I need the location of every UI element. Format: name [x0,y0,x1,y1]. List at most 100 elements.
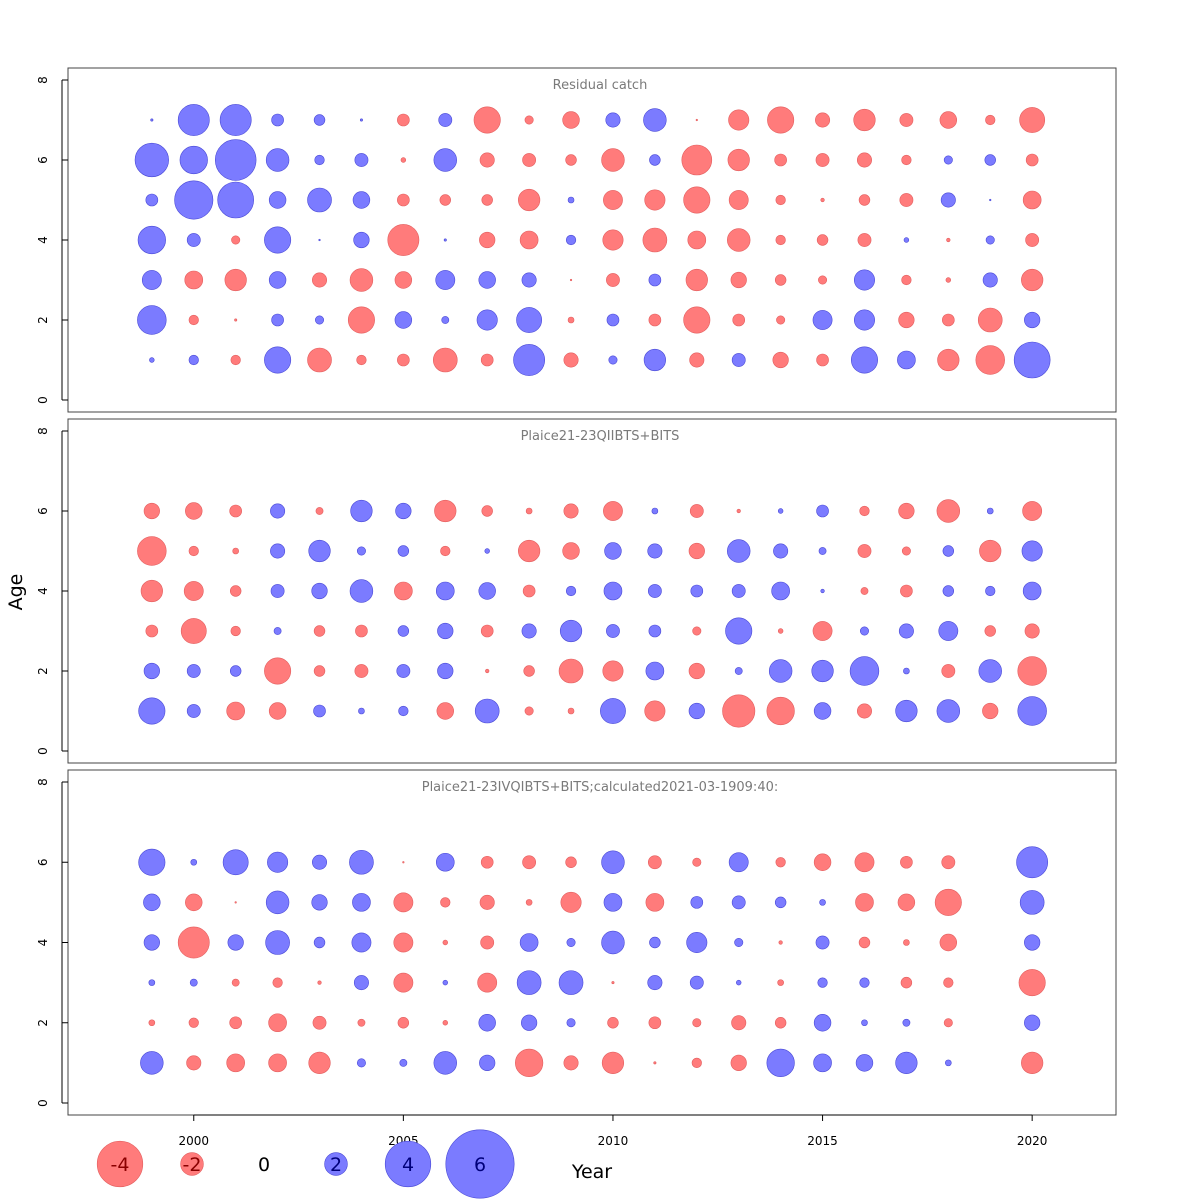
bubble-2019-age-6 [984,154,996,166]
bubble-2016-age-3 [859,626,869,636]
bubble-2004-age-6 [354,153,369,167]
bubble-2011-age-1 [653,1061,657,1065]
bubble-1999-age-3 [141,270,162,290]
bubble-2012-age-2 [692,1018,702,1028]
bubble-2016-age-1 [856,703,872,719]
bubble-2000-age-6 [185,502,203,520]
bubble-2011-age-6 [647,855,662,870]
bubble-2001-age-3 [230,625,241,637]
bubble-2011-age-5 [647,543,663,559]
bubble-2019-age-4 [985,585,996,597]
bubble-2004-age-3 [355,624,368,638]
bubble-2002-age-6 [270,503,286,519]
bubble-2005-age-1 [399,1058,408,1067]
panel-title: Plaice21-23IVQIBTS+BITS;calculated2021-0… [422,780,779,795]
bubble-2018-age-6 [941,855,956,870]
bubble-2006-age-5 [439,194,451,206]
bubble-2010-age-6 [601,850,625,874]
bubble-2008-age-4 [522,584,536,598]
bubble-2014-age-6 [777,508,784,514]
bubble-1999-age-6 [143,502,160,520]
bubble-2005-age-2 [394,311,413,329]
bubble-2010-age-3 [606,273,620,287]
bubble-2005-age-3 [397,625,410,637]
bubble-2006-age-3 [442,979,448,986]
bubble-2013-age-7 [728,109,750,131]
bubble-2009-age-2 [567,316,575,324]
bubble-2016-age-5 [857,544,872,558]
bubble-1999-age-1 [140,1051,164,1075]
x-axis-title: Year [571,1161,612,1183]
bubble-2000-age-3 [189,978,198,987]
bubble-2013-age-2 [734,667,743,675]
bubble-2016-age-5 [858,194,871,206]
bubble-2006-age-5 [440,545,451,557]
bubble-2000-age-4 [183,581,204,601]
bubble-2011-age-4 [647,584,662,598]
bubble-2007-age-6 [479,152,495,168]
bubble-2013-age-4 [727,228,751,252]
y-tick-label: 0 [36,1099,50,1107]
bubble-2005-age-4 [394,581,413,601]
bubble-2008-age-1 [524,706,534,716]
bubble-2007-age-1 [479,1054,496,1071]
bubble-2013-age-4 [731,584,746,598]
bubble-2017-age-4 [903,237,910,243]
bubble-2008-age-4 [519,933,539,952]
bubble-2004-age-6 [349,849,374,875]
bubble-2020-age-3 [1018,969,1046,997]
bubble-2018-age-4 [942,585,955,597]
bubble-2020-age-4 [1022,581,1042,601]
bubble-2008-age-2 [521,1014,538,1031]
bubble-2010-age-4 [603,581,623,601]
bubble-2001-age-2 [229,1016,242,1030]
bubble-2017-age-4 [900,584,913,598]
bubble-2000-age-4 [186,233,201,247]
bubble-2001-age-5 [232,547,239,555]
bubble-2018-age-2 [943,1018,953,1028]
bubble-2002-age-7 [271,113,284,127]
bubble-2011-age-7 [643,108,667,132]
bubble-2018-age-3 [945,277,952,283]
bubble-2002-age-3 [273,627,282,635]
bubble-2015-age-1 [813,1053,832,1073]
bubble-2002-age-5 [270,543,286,559]
bubble-1999-age-7 [150,118,154,122]
bubble-2004-age-1 [356,354,367,366]
x-tick-label: 2010 [598,1134,629,1148]
bubble-2019-age-3 [984,625,996,637]
y-tick-label: 8 [36,778,50,786]
bubble-2002-age-5 [268,191,287,209]
legend-bubble [324,1152,348,1176]
bubble-2004-age-6 [350,499,373,523]
bubble-2003-age-5 [311,894,328,911]
panel-1: Residual catch 0 2 4 6 8 [36,67,1117,413]
bubble-2005-age-7 [397,113,410,127]
bubble-2012-age-6 [689,504,704,518]
bubble-2017-age-6 [898,502,915,520]
bubble-2006-age-6 [435,852,455,872]
bubble-2015-age-2 [813,1014,832,1032]
bubble-2010-age-1 [600,698,626,724]
bubble-2007-age-5 [481,194,493,206]
bubble-2020-age-6 [1025,153,1039,167]
bubble-2001-age-6 [222,849,249,876]
bubble-2020-age-4 [1025,233,1040,247]
panel-3: Plaice21-23IVQIBTS+BITS;calculated2021-0… [36,769,1117,1116]
bubble-2002-age-3 [268,271,287,289]
bubble-2008-age-6 [522,855,537,870]
bubble-1999-age-6 [134,142,169,178]
bubble-2003-age-3 [313,625,326,637]
bubble-2005-age-1 [397,353,410,367]
bubble-2014-age-3 [774,274,787,286]
bubble-2001-age-4 [227,934,244,951]
bubble-2006-age-3 [435,270,456,290]
legend-bubble [180,1152,204,1176]
bubble-2019-age-1 [975,345,1005,375]
bubble-2005-age-5 [393,892,414,913]
bubble-2012-age-2 [683,306,711,334]
bubble-2014-age-4 [778,940,783,945]
bubble-2017-age-3 [901,274,912,286]
bubble-2013-age-1 [730,1054,747,1071]
bubble-2013-age-6 [736,508,741,514]
